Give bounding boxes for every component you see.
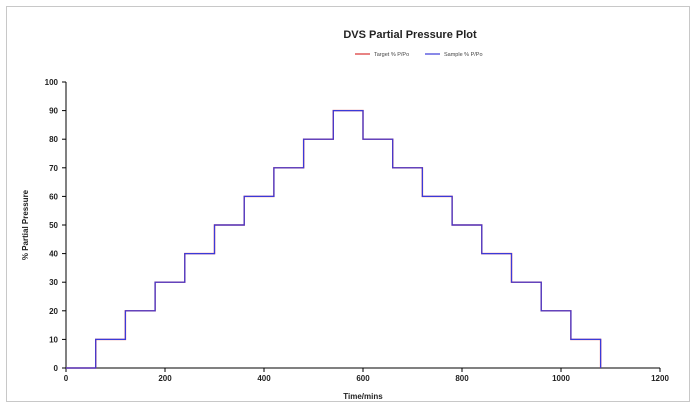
y-tick-label: 60: [49, 192, 58, 201]
x-tick-label: 400: [257, 374, 271, 383]
y-tick-label: 70: [49, 164, 58, 173]
chart-frame: [6, 6, 690, 402]
y-tick-label: 100: [45, 78, 59, 87]
legend-label-sample: Sample % P/Po: [444, 52, 483, 58]
y-tick-label: 0: [54, 364, 59, 373]
y-tick-label: 20: [49, 307, 58, 316]
y-tick-label: 10: [49, 335, 58, 344]
x-tick-label: 200: [158, 374, 172, 383]
chart-title: DVS Partial Pressure Plot: [343, 29, 477, 41]
legend-label-target: Target % P/Po: [374, 52, 409, 58]
x-tick-label: 800: [455, 374, 469, 383]
y-ticks: 0 10 20 30 40 50 60 70 80 90 100: [45, 78, 66, 373]
x-ticks: 0 200 400 600 800 1000 1200: [64, 368, 669, 383]
series-line-target: [66, 109, 602, 369]
x-tick-label: 600: [356, 374, 370, 383]
legend: Target % P/Po Sample % P/Po: [355, 52, 483, 58]
x-tick-label: 0: [64, 374, 69, 383]
y-tick-label: 30: [49, 278, 58, 287]
x-tick-label: 1200: [651, 374, 669, 383]
x-axis-label: Time/mins: [343, 392, 383, 401]
series-line-sample: [66, 110, 602, 369]
y-tick-label: 40: [49, 250, 58, 259]
x-tick-label: 1000: [552, 374, 570, 383]
y-axis-label: % Partial Pressure: [21, 189, 30, 260]
y-tick-label: 50: [49, 221, 58, 230]
y-tick-label: 90: [49, 107, 58, 116]
series-layer: [66, 109, 602, 369]
y-tick-label: 80: [49, 135, 58, 144]
